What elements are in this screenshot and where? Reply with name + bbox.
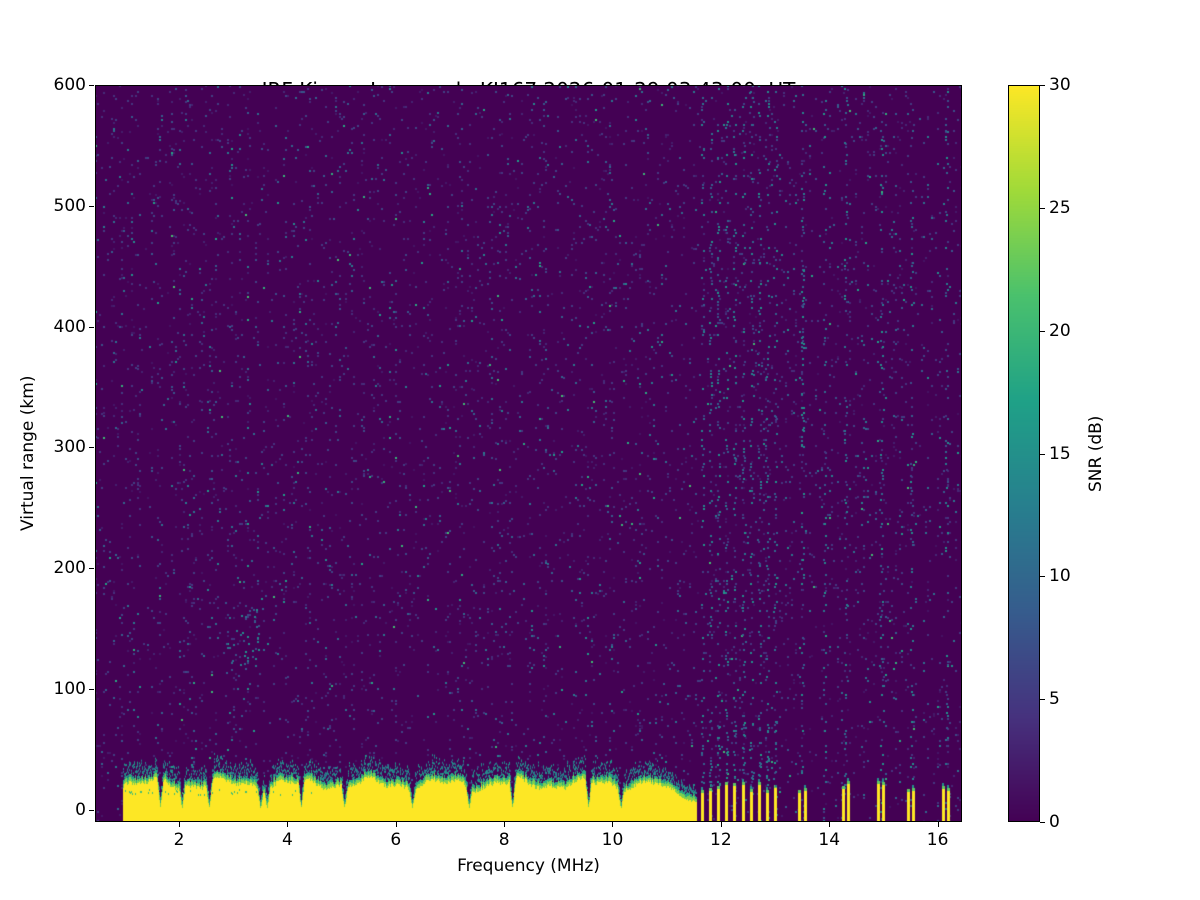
x-tick-mark <box>287 822 289 827</box>
x-tick-label: 4 <box>281 830 293 850</box>
x-tick-mark <box>395 822 397 827</box>
x-tick-label: 12 <box>710 830 732 850</box>
colorbar-tick-label: 30 <box>1049 75 1071 95</box>
y-tick-mark <box>89 326 94 328</box>
y-tick-mark <box>89 689 94 691</box>
colorbar-tick-label: 10 <box>1049 566 1071 587</box>
y-tick-label: 200 <box>53 558 86 579</box>
colorbar-tick-mark <box>1040 576 1045 578</box>
y-tick-label: 600 <box>53 75 86 95</box>
colorbar-tick-label: 20 <box>1049 320 1071 341</box>
colorbar-tick-label: 15 <box>1049 443 1071 464</box>
colorbar-tick-mark <box>1040 330 1045 332</box>
y-tick-mark <box>89 205 94 207</box>
y-tick-label: 300 <box>53 437 86 458</box>
y-tick-mark <box>89 568 94 570</box>
colorbar-tick-mark <box>1040 699 1045 701</box>
x-tick-mark <box>178 822 180 827</box>
y-tick-mark <box>89 809 94 811</box>
x-tick-mark <box>720 822 722 827</box>
ionogram-heatmap <box>95 85 962 822</box>
x-tick-label: 16 <box>926 830 949 850</box>
x-tick-label: 2 <box>173 830 185 850</box>
x-tick-mark <box>829 822 831 827</box>
x-tick-label: 14 <box>818 830 841 850</box>
y-tick-label: 400 <box>53 316 86 337</box>
colorbar-tick-mark <box>1040 822 1045 823</box>
y-tick-mark <box>89 447 94 449</box>
x-tick-label: 6 <box>390 830 402 850</box>
colorbar-tick-mark <box>1040 207 1045 209</box>
colorbar-tick-label: 25 <box>1049 197 1071 218</box>
x-tick-mark <box>612 822 614 827</box>
y-tick-label: 500 <box>53 195 86 216</box>
colorbar-tick-mark <box>1040 85 1045 86</box>
x-tick-label: 8 <box>498 830 510 850</box>
x-tick-mark <box>504 822 506 827</box>
colorbar-tick-label: 5 <box>1049 689 1060 710</box>
y-tick-label: 0 <box>75 799 86 820</box>
y-tick-mark <box>89 85 94 86</box>
colorbar-gradient <box>1008 85 1040 822</box>
colorbar-tick-mark <box>1040 453 1045 455</box>
x-tick-label: 10 <box>601 830 624 850</box>
x-axis-label: Frequency (MHz) <box>457 856 600 876</box>
colorbar-tick-label: 0 <box>1049 812 1060 832</box>
x-tick-mark <box>937 822 939 827</box>
y-tick-label: 100 <box>53 679 86 700</box>
